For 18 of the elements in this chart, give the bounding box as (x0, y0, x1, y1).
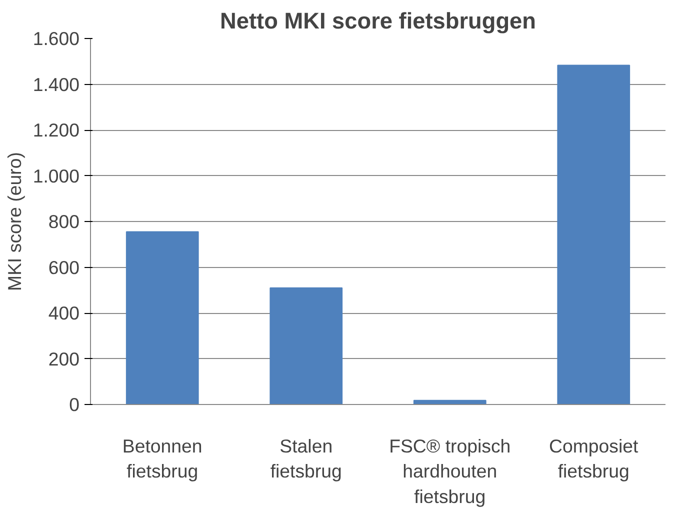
chart-title: Netto MKI score fietsbruggen (220, 8, 536, 34)
y-tick-label: 600 (48, 256, 80, 278)
y-axis-title: MKI score (euro) (4, 152, 25, 291)
y-tick-label: 1.000 (32, 165, 80, 186)
y-tick-label: 1.200 (32, 120, 80, 140)
y-tick-label: 1.600 (32, 28, 80, 49)
x-tick-label: FSC® tropisch hardhouten fietsbrug (389, 436, 511, 507)
y-tick-label: 400 (48, 302, 80, 324)
bar (557, 64, 630, 404)
y-tick-label: 800 (48, 211, 80, 232)
x-tick-label: Stalen fietsbrug (270, 436, 342, 482)
y-tick-label: 0 (69, 394, 80, 415)
x-tick-label: Betonnen fietsbrug (122, 436, 202, 482)
y-tick-label: 200 (48, 348, 80, 370)
bar (270, 287, 343, 404)
bar (126, 231, 199, 404)
x-tick-label: Composiet fietsbrug (549, 436, 640, 482)
y-tick-label: 1.400 (32, 74, 80, 95)
